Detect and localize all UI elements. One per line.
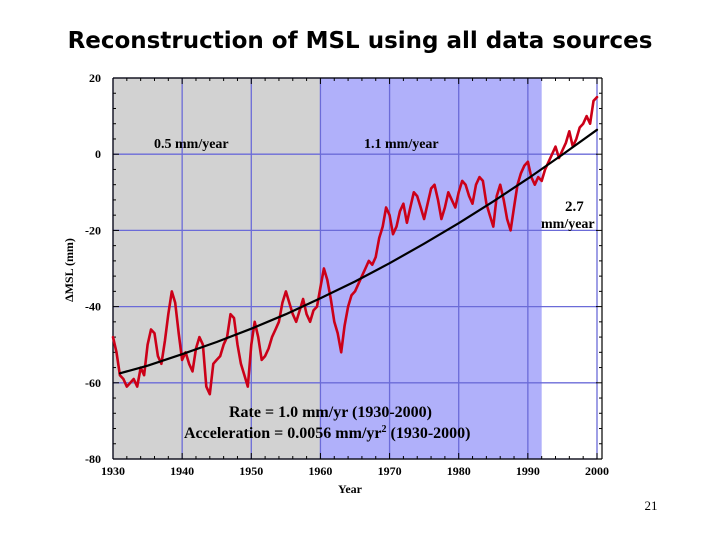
y-tick-label: -60 bbox=[85, 376, 101, 390]
x-tick-label: 1970 bbox=[378, 464, 402, 478]
annotation-rate-late-1: 2.7 bbox=[565, 199, 584, 215]
page-number: 21 bbox=[644, 498, 658, 513]
annotation-rate-late-2: mm/year bbox=[541, 217, 595, 232]
x-tick-label: 1950 bbox=[239, 464, 263, 478]
y-axis-label: ΔMSL (mm) bbox=[62, 238, 76, 302]
annotations: 0.5 mm/year 1.1 mm/year 2.7 mm/year Rate… bbox=[154, 137, 595, 442]
slide-title: Reconstruction of MSL using all data sou… bbox=[67, 28, 653, 54]
shaded-period-1 bbox=[113, 78, 321, 459]
trend-line bbox=[118, 128, 599, 375]
x-tick-label: 1960 bbox=[308, 464, 332, 478]
y-tick-label: 0 bbox=[95, 147, 101, 161]
annotation-rate-mid: 1.1 mm/year bbox=[364, 137, 439, 152]
y-tick-label: 20 bbox=[89, 71, 101, 85]
x-tick-label: 2000 bbox=[585, 464, 609, 478]
annotation-rate-early: 0.5 mm/year bbox=[154, 137, 229, 152]
x-tick-label: 1940 bbox=[170, 464, 194, 478]
axes: 1930 1940 1950 1960 1970 1980 1990 2000 -80 -60 -4… bbox=[85, 71, 609, 478]
acceleration-prefix: Acceleration = 0.0056 mm/yr bbox=[184, 425, 382, 442]
x-tick-label: 1930 bbox=[101, 464, 125, 478]
annotation-acceleration: Acceleration = 0.0056 mm/yr2 (1930-2000) bbox=[184, 424, 470, 442]
msl-reconstruction-line bbox=[111, 95, 599, 396]
annotation-rate-overall: Rate = 1.0 mm/yr (1930-2000) bbox=[229, 404, 432, 421]
y-tick-label: -80 bbox=[85, 452, 101, 466]
series-lines bbox=[111, 95, 599, 396]
acceleration-suffix: (1930-2000) bbox=[387, 425, 471, 442]
acceleration-sup: 2 bbox=[382, 424, 387, 435]
x-tick-label: 1980 bbox=[447, 464, 471, 478]
y-tick-label: -20 bbox=[85, 223, 101, 237]
x-axis-label: Year bbox=[338, 482, 363, 496]
shaded-periods bbox=[113, 78, 597, 459]
x-tick-label: 1990 bbox=[516, 464, 540, 478]
shaded-period-2 bbox=[320, 78, 542, 459]
y-tick-label: -40 bbox=[85, 300, 101, 314]
grid-lines bbox=[112, 77, 598, 460]
